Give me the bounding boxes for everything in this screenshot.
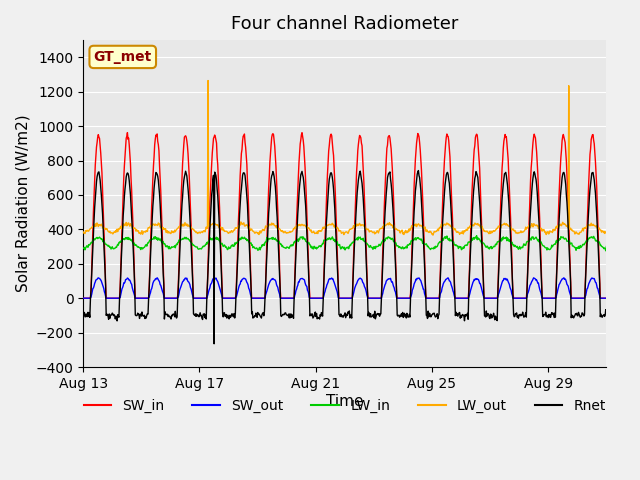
Title: Four channel Radiometer: Four channel Radiometer [231,15,458,33]
Legend: SW_in, SW_out, LW_in, LW_out, Rnet: SW_in, SW_out, LW_in, LW_out, Rnet [78,394,611,419]
Text: GT_met: GT_met [93,50,152,64]
Y-axis label: Solar Radiation (W/m2): Solar Radiation (W/m2) [15,115,30,292]
X-axis label: Time: Time [326,394,364,408]
